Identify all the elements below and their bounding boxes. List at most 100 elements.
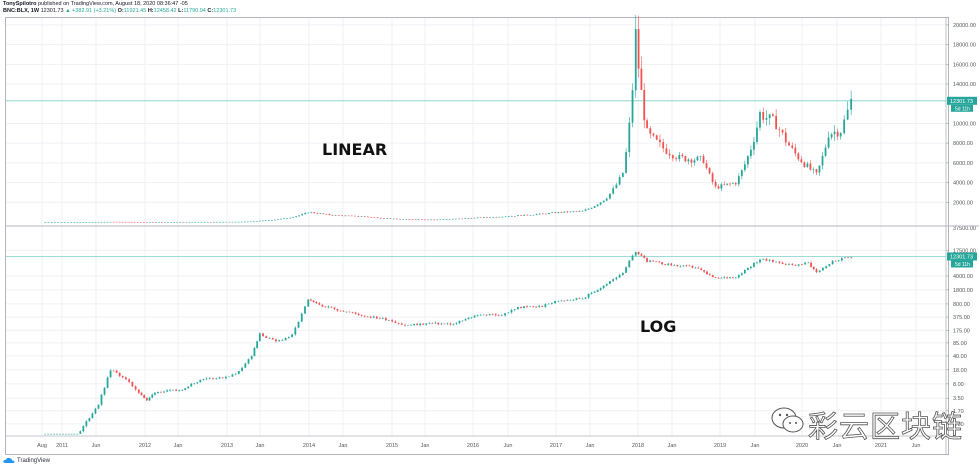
y-tick-label: 8.00 xyxy=(953,382,964,388)
candle-body xyxy=(397,322,400,324)
candle-body xyxy=(73,433,76,435)
candle-body xyxy=(106,221,109,223)
candle-body xyxy=(661,262,664,265)
candle-body xyxy=(643,89,646,121)
candle-body xyxy=(391,320,394,322)
candle-body xyxy=(612,188,615,194)
candle-body xyxy=(784,264,787,265)
y-tick-label: 375.00 xyxy=(953,315,970,321)
x-tick-label: Jun xyxy=(92,443,101,449)
candle-body xyxy=(510,310,513,313)
candle-body xyxy=(473,217,476,219)
candle-body xyxy=(200,221,203,223)
candle-body xyxy=(691,266,694,268)
x-tick-label: Jan xyxy=(421,443,430,449)
candle-body xyxy=(97,404,100,409)
candle-body xyxy=(212,221,215,223)
candle-body xyxy=(264,220,267,221)
candle-body xyxy=(467,317,470,320)
candle-body xyxy=(778,261,781,263)
tradingview-logo[interactable]: TradingView xyxy=(3,457,50,464)
candle-body xyxy=(133,221,136,223)
candle-body xyxy=(711,173,714,183)
candle-body xyxy=(208,378,211,379)
candle-body xyxy=(175,389,178,391)
candle-body xyxy=(593,206,596,208)
candle-body xyxy=(652,260,654,262)
log-pane[interactable]: 17500.00 4000.00 1800.00 800.00 375.00 175.00… xyxy=(6,226,977,435)
candle-body xyxy=(517,306,519,310)
candle-body xyxy=(846,109,849,120)
last-price-badge-text: 12301.73 xyxy=(950,99,973,105)
candle-body xyxy=(621,272,624,275)
candle-body xyxy=(753,263,755,267)
candle-body xyxy=(341,215,344,216)
candle-body xyxy=(526,306,528,307)
candle-body xyxy=(557,300,560,302)
candle-body xyxy=(833,131,836,135)
candle-body xyxy=(625,267,627,273)
candle-body xyxy=(336,309,339,311)
candle-body xyxy=(676,265,679,267)
candle-body xyxy=(85,421,88,427)
candle-body xyxy=(255,221,258,222)
candle-body xyxy=(504,216,507,218)
candle-body xyxy=(109,221,112,223)
x-tick-label: Jan xyxy=(668,443,677,449)
candle-body xyxy=(637,29,640,69)
candle-body xyxy=(366,316,369,318)
candle-body xyxy=(413,323,416,326)
candle-body xyxy=(513,309,516,311)
candle-body xyxy=(360,216,363,217)
candle-body xyxy=(834,260,837,262)
y-tick-label: 18000.00 xyxy=(953,43,976,49)
candle-body xyxy=(247,359,250,364)
candle-body xyxy=(437,322,440,325)
candle-body xyxy=(334,215,337,216)
candle-body xyxy=(73,221,76,223)
candle-body xyxy=(181,389,184,391)
candle-body xyxy=(551,212,554,214)
candle-body xyxy=(203,221,206,223)
candle-body xyxy=(271,337,274,340)
candle-body xyxy=(810,262,812,267)
candle-body xyxy=(225,221,228,223)
candle-body xyxy=(581,210,584,212)
candle-body xyxy=(706,271,708,275)
low-value: 11790.94 xyxy=(183,8,206,14)
candle-body xyxy=(729,183,731,185)
candle-body xyxy=(145,221,148,223)
x-tick-label: 2021 xyxy=(875,443,887,449)
candle-body xyxy=(261,220,264,222)
x-tick-label: Jan xyxy=(256,443,265,449)
candle-body xyxy=(125,377,127,380)
x-tick-label: Jan xyxy=(174,443,183,449)
candle-body xyxy=(446,323,449,325)
candle-body xyxy=(404,324,406,326)
candle-body xyxy=(57,221,60,223)
candle-body xyxy=(615,277,618,280)
candle-body xyxy=(253,347,256,357)
candle-body xyxy=(794,264,797,266)
author-name[interactable]: TonySpilotro xyxy=(3,1,37,7)
candle-body xyxy=(66,221,69,223)
candle-body xyxy=(187,386,190,389)
candle-body xyxy=(529,215,532,216)
candle-body xyxy=(596,289,599,292)
candle-body xyxy=(717,277,720,279)
candle-body xyxy=(664,264,667,265)
linear-pane[interactable]: 20000.00 18000.00 16000.00 14000.00 10000.00… xyxy=(6,15,977,223)
candle-body xyxy=(824,147,827,156)
candle-body xyxy=(408,219,411,220)
candle-body xyxy=(350,215,353,217)
y-tick-label: 8000.00 xyxy=(953,141,973,147)
candle-body xyxy=(612,279,615,282)
candle-body xyxy=(274,219,276,221)
candle-body xyxy=(231,374,234,377)
candle-body xyxy=(392,218,395,220)
candle-body xyxy=(765,258,768,261)
candle-body xyxy=(169,390,171,391)
candle-body xyxy=(422,323,425,325)
candle-body xyxy=(298,215,301,217)
